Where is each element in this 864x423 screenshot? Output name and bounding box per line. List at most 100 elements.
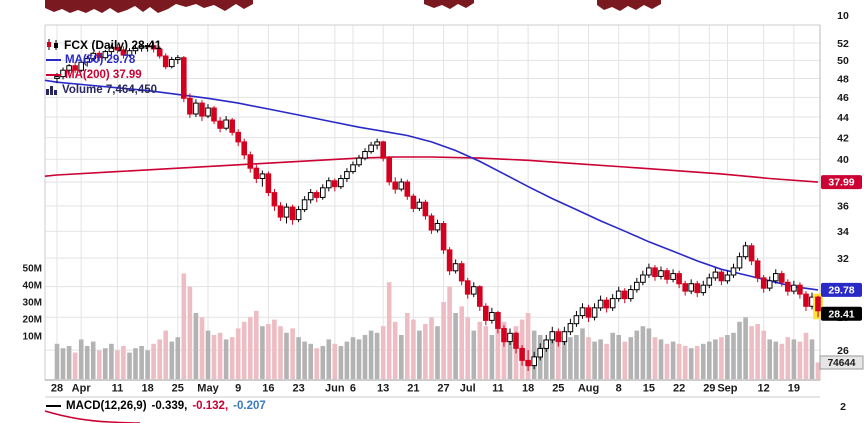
top-indicator-fragment xyxy=(424,0,474,9)
candle xyxy=(712,271,719,279)
volume-bar xyxy=(694,346,700,379)
volume-bar xyxy=(399,335,404,379)
volume-bar xyxy=(737,321,742,379)
candle xyxy=(368,144,374,153)
candle xyxy=(259,173,266,179)
volume-bar xyxy=(97,350,102,379)
volume-bar xyxy=(803,332,809,379)
candle xyxy=(362,151,368,159)
date-axis-label: Sep xyxy=(717,383,737,395)
candle xyxy=(815,296,821,312)
candle xyxy=(773,273,779,282)
candle xyxy=(332,180,338,188)
candle xyxy=(422,201,429,217)
candle xyxy=(537,347,544,358)
candle xyxy=(791,284,797,292)
volume-bar xyxy=(543,339,549,379)
volume-bar xyxy=(392,321,398,379)
volume-bar xyxy=(241,321,247,379)
volume-bar xyxy=(362,335,368,379)
volume-bar xyxy=(713,339,718,379)
volume-bar xyxy=(435,326,440,379)
candle xyxy=(628,289,634,300)
last-price-box-label: 28.41 xyxy=(828,308,854,320)
volume-axis-label: 50M xyxy=(23,264,42,275)
volume-bar xyxy=(296,337,301,379)
candle xyxy=(138,45,145,49)
candle xyxy=(440,223,447,251)
volume-bar xyxy=(223,339,229,379)
volume-bar xyxy=(127,352,132,379)
price-axis-label: 34 xyxy=(837,226,849,238)
volume-bar xyxy=(574,335,579,379)
candle xyxy=(54,76,60,79)
volume-bar xyxy=(688,348,694,379)
candle xyxy=(289,206,296,221)
volume-bar xyxy=(326,339,332,379)
candle xyxy=(78,61,85,71)
candle xyxy=(410,195,417,209)
candle xyxy=(766,280,773,289)
candle xyxy=(404,181,411,197)
candle xyxy=(573,315,580,325)
candle xyxy=(507,332,513,343)
price-axis-label: 36 xyxy=(837,201,849,213)
volume-bar xyxy=(205,330,211,379)
volume-bar xyxy=(749,326,754,379)
candle xyxy=(295,209,302,221)
volume-bar xyxy=(785,337,791,379)
candle xyxy=(579,307,586,317)
candle xyxy=(543,339,550,349)
candle xyxy=(199,102,205,117)
macd-signal-line-fragment xyxy=(44,410,141,423)
volume-bar xyxy=(658,339,664,379)
candle xyxy=(132,47,139,52)
candle xyxy=(193,102,199,115)
candle xyxy=(742,245,749,258)
volume-bar xyxy=(193,313,199,379)
candle xyxy=(785,281,791,292)
volume-bar xyxy=(791,339,797,379)
volume-bar xyxy=(284,332,289,379)
volume-bar xyxy=(676,343,682,379)
candle xyxy=(748,245,755,262)
volume-bar xyxy=(66,346,72,379)
volume-bar xyxy=(682,346,688,379)
volume-bar xyxy=(592,341,597,379)
candle xyxy=(652,267,658,277)
candle xyxy=(634,281,640,291)
candle xyxy=(120,49,127,56)
candle xyxy=(464,280,471,295)
volume-bar xyxy=(501,321,507,379)
candle xyxy=(597,299,604,309)
candle xyxy=(265,173,272,194)
volume-bar xyxy=(489,335,495,379)
volume-bar xyxy=(465,317,470,379)
volume-bar xyxy=(386,282,392,379)
macd-label: MACD(12,26,9) xyxy=(66,400,147,412)
candle xyxy=(501,328,507,343)
volume-bar xyxy=(344,341,350,379)
price-axis-label: 50 xyxy=(837,55,849,67)
macd-value: -0.339, xyxy=(151,400,188,412)
volume-bar xyxy=(701,343,706,379)
volume-bar xyxy=(725,335,730,379)
volume-bar xyxy=(302,341,307,379)
volume-bar xyxy=(60,348,66,379)
volume-bar xyxy=(356,339,362,379)
candle xyxy=(670,273,676,280)
candle xyxy=(211,107,217,122)
volume-bar xyxy=(640,326,646,379)
date-axis-label: 27 xyxy=(437,383,449,395)
candle xyxy=(489,312,495,321)
candle xyxy=(640,274,646,283)
candle xyxy=(253,167,260,179)
volume-bar xyxy=(350,337,356,379)
volume-bar xyxy=(598,339,603,379)
price-axis-label: 48 xyxy=(837,73,849,85)
candle xyxy=(736,256,743,269)
volume-bar xyxy=(163,330,168,379)
candle xyxy=(434,223,441,231)
